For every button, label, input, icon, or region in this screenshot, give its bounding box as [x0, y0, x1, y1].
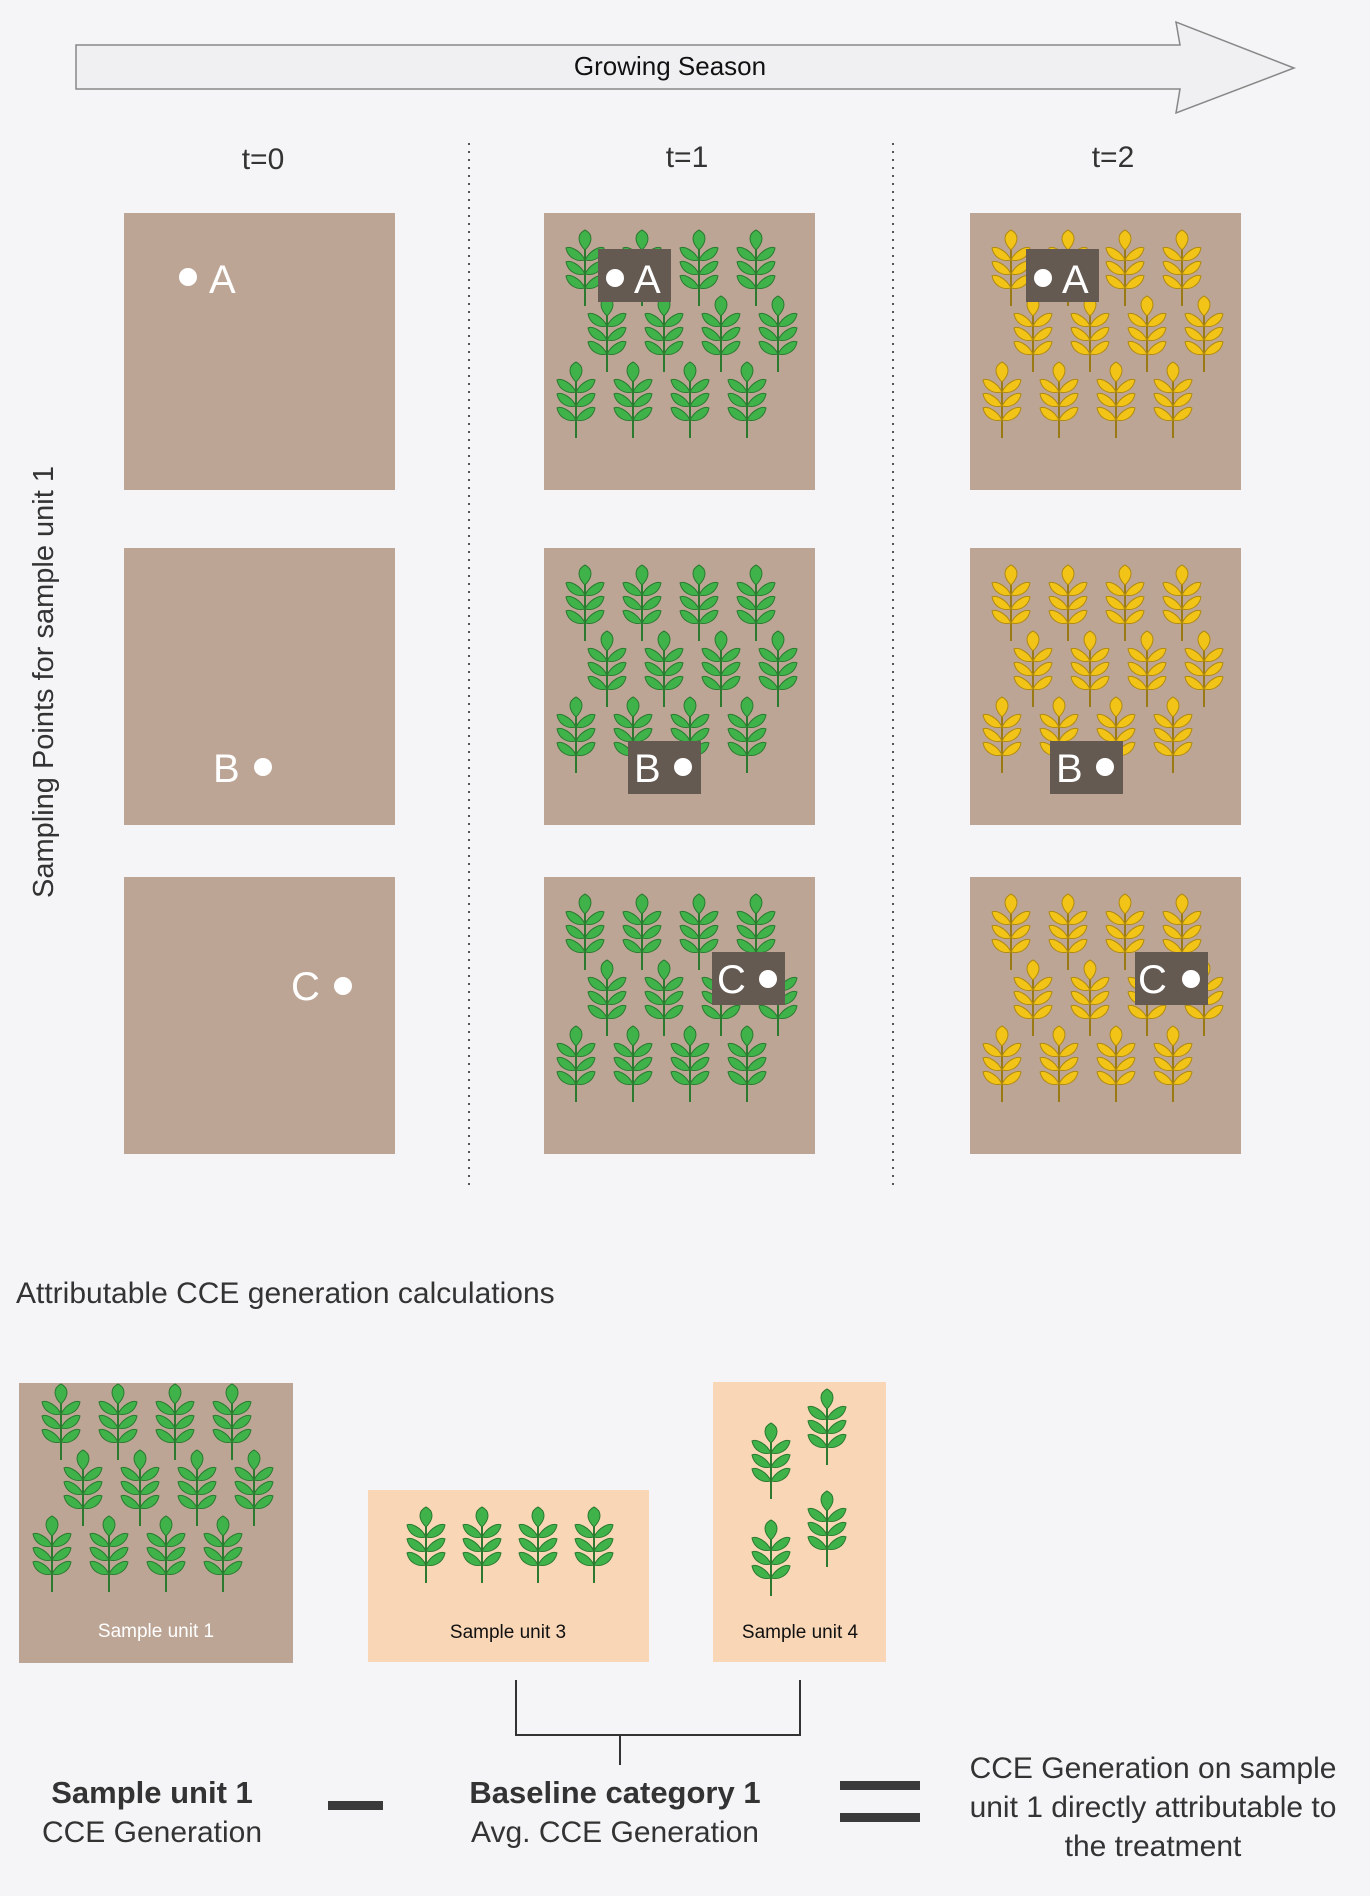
time-label-t1: t=1 [666, 141, 709, 174]
sample-point-dot [179, 268, 197, 286]
term2-title: Baseline category 1 [469, 1775, 760, 1810]
point-label-c: C [717, 958, 746, 1002]
plot-t2-c [970, 877, 1241, 1154]
growing-season-arrow: Growing Season [75, 20, 1297, 115]
point-label-c: C [1138, 958, 1167, 1002]
minus-operator [328, 1801, 383, 1810]
result-line-1: CCE Generation on sample [970, 1752, 1337, 1785]
point-label-a: A [1062, 258, 1089, 302]
y-axis-label: Sampling Points for sample unit 1 [28, 466, 60, 898]
sample-unit-4-plot [713, 1382, 886, 1662]
sample-point-dot [1182, 970, 1200, 988]
term1-title: Sample unit 1 [51, 1775, 253, 1810]
plot-t2-a [970, 213, 1241, 490]
plot-t0-a [124, 213, 395, 490]
result-line-2: unit 1 directly attributable to [970, 1791, 1337, 1824]
term2-subtitle: Avg. CCE Generation [471, 1816, 759, 1849]
sample-point-dot [254, 758, 272, 776]
point-label-b: B [1056, 747, 1083, 791]
sample-unit-3-label: Sample unit 3 [450, 1622, 566, 1643]
sample-point-dot [1034, 269, 1052, 287]
point-label-a: A [209, 258, 236, 302]
sample-unit-4-label: Sample unit 4 [742, 1622, 859, 1643]
point-label-b: B [213, 747, 240, 791]
point-label-b: B [634, 747, 661, 791]
time-label-t2: t=2 [1092, 141, 1135, 174]
result-line-3: the treatment [1065, 1830, 1242, 1863]
sample-point-dot [674, 758, 692, 776]
plot-t1-a [544, 213, 815, 490]
plot-t0-b [124, 548, 395, 825]
sample-unit-3-plot [368, 1490, 649, 1662]
term1-subtitle: CCE Generation [42, 1816, 262, 1849]
sample-unit-1-plot [19, 1383, 293, 1663]
sample-point-dot [606, 269, 624, 287]
sample-point-dot [1096, 758, 1114, 776]
sample-point-dot [759, 970, 777, 988]
time-label-t0: t=0 [242, 143, 285, 176]
plot-t1-c [544, 877, 815, 1154]
sample-point-dot [334, 977, 352, 995]
arrow-label: Growing Season [574, 51, 766, 81]
equals-operator [840, 1781, 920, 1822]
point-label-c: C [291, 965, 320, 1009]
baseline-bracket [515, 1680, 801, 1765]
sample-unit-1-label: Sample unit 1 [98, 1621, 214, 1642]
section-title: Attributable CCE generation calculations [16, 1277, 555, 1310]
point-label-a: A [634, 258, 661, 302]
plot-t0-c [124, 877, 395, 1154]
